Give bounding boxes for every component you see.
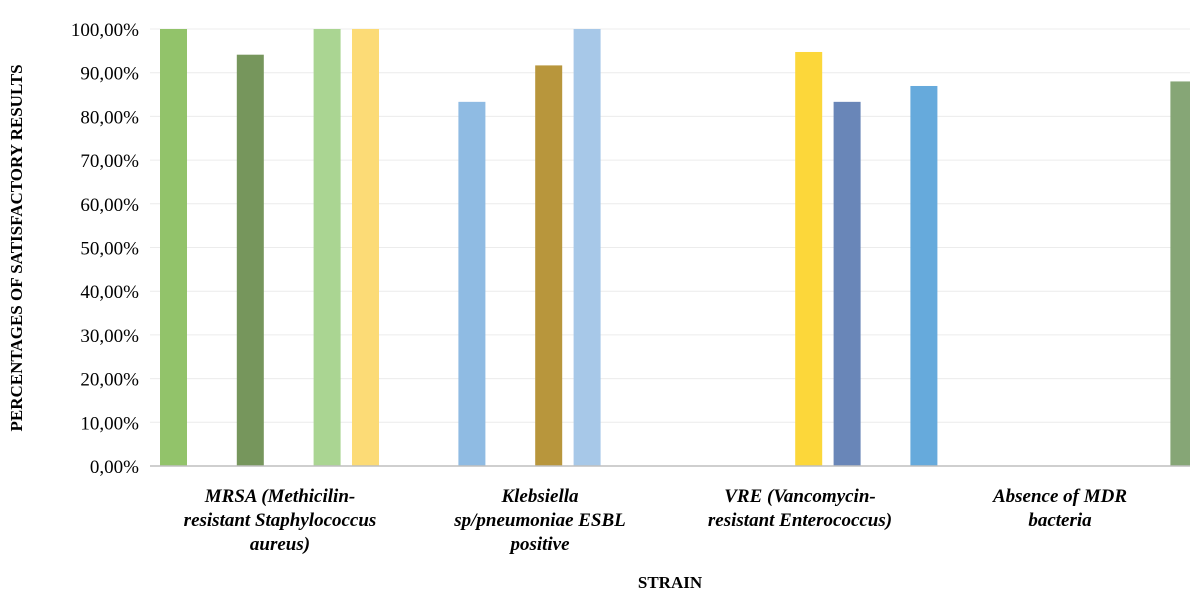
y-tick-label: 40,00%	[80, 282, 139, 303]
y-tick-label: 0,00%	[90, 457, 139, 478]
x-axis-title: STRAIN	[638, 573, 703, 592]
x-category-label: Absence of MDR bacteria	[992, 486, 1127, 531]
y-tick-label: 50,00%	[80, 239, 139, 260]
y-tick-label: 60,00%	[80, 195, 139, 216]
y-tick-label: 70,00%	[80, 151, 139, 172]
bar	[535, 65, 563, 466]
bar	[833, 101, 861, 466]
bar	[352, 29, 379, 466]
bar	[910, 85, 938, 466]
bar	[1170, 81, 1190, 466]
y-tick-label: 20,00%	[80, 370, 139, 391]
y-tick-label: 80,00%	[80, 107, 139, 128]
x-category-label: MRSA (Methicilin-resistant Staphylococcu…	[184, 486, 377, 555]
y-axis-title: PERCENTAGES OF SATISFACTORY RESULTS	[7, 64, 26, 431]
bar	[160, 29, 187, 466]
bar	[795, 51, 823, 466]
y-tick-labels: 0,00% 10,00% 20,00% 30,00% 40,00% 50,00% 60,00…	[71, 20, 139, 478]
bars	[160, 29, 1190, 467]
bar	[236, 54, 264, 467]
y-tick-label: 30,00%	[80, 326, 139, 347]
x-category-labels: MRSA (Methicilin-resistant Staphylococcu…	[184, 486, 1127, 555]
gridlines	[150, 28, 1190, 423]
bar	[313, 29, 341, 466]
y-tick-label: 90,00%	[80, 64, 139, 85]
bar	[458, 101, 486, 466]
bar	[573, 29, 601, 466]
x-category-label: Klebsiella sp/pneumoniae ESBL positive	[453, 486, 626, 555]
y-tick-label: 100,00%	[71, 20, 139, 41]
y-tick-label: 10,00%	[80, 413, 139, 434]
x-category-label: VRE (Vancomycin-resistant Enterococcus)	[708, 486, 892, 531]
